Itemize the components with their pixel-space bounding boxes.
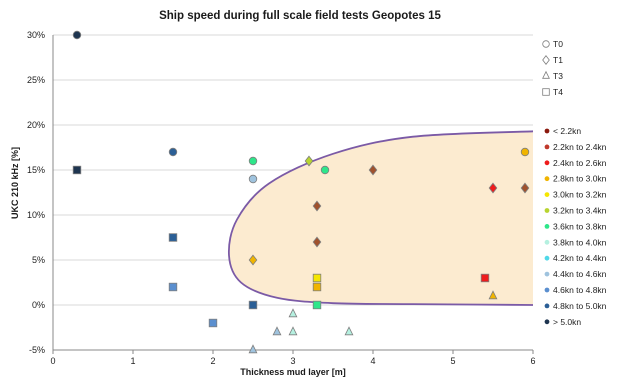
- data-point-circle: [520, 147, 530, 157]
- legend-label: T4: [553, 87, 563, 97]
- data-point-diamond: [304, 155, 314, 167]
- legend-tests: T0 T1 T3 T4: [542, 39, 563, 97]
- y-tick-label: -5%: [29, 345, 45, 355]
- legend-label: 3.8kn to 4.0kn: [553, 237, 607, 247]
- legend-label: 4.4kn to 4.6kn: [553, 269, 607, 279]
- data-point-diamond: [312, 200, 322, 212]
- data-point-square: [312, 300, 322, 310]
- y-tick-label: 30%: [27, 30, 45, 40]
- data-point-triangle: [272, 326, 282, 336]
- data-point-triangle: [288, 326, 298, 336]
- data-point-triangle: [344, 326, 354, 336]
- legend-label: T1: [553, 55, 563, 65]
- legend-swatch: [544, 128, 550, 134]
- y-tick-label: 20%: [27, 120, 45, 130]
- x-tick-label: 2: [210, 356, 215, 366]
- legend-label: > 5.0kn: [553, 317, 581, 327]
- data-point-triangle: [248, 344, 258, 354]
- legend-label: 2.4kn to 2.6kn: [553, 158, 607, 168]
- region-outline: [227, 130, 534, 306]
- x-tick-label: 5: [450, 356, 455, 366]
- x-tick-label: 3: [290, 356, 295, 366]
- data-point-diamond: [368, 164, 378, 176]
- data-point-circle: [168, 147, 178, 157]
- legend-swatch: [544, 160, 550, 166]
- legend-label: 3.6kn to 3.8kn: [553, 221, 607, 231]
- legend-swatch: [544, 271, 550, 277]
- legend-label: 4.6kn to 4.8kn: [553, 285, 607, 295]
- axes: -5% 0% 5% 10% 15% 20% 25% 30% 0 1 2 3 4 5 6: [27, 30, 536, 366]
- legend-label: < 2.2kn: [553, 126, 581, 136]
- data-point-circle: [320, 165, 330, 175]
- data-point-circle: [248, 156, 258, 166]
- chart-title: Ship speed during full scale field tests…: [159, 10, 441, 22]
- legend-label: 2.2kn to 2.4kn: [553, 142, 607, 152]
- data-point-square: [168, 282, 178, 292]
- data-point-diamond: [312, 236, 322, 248]
- data-point-diamond: [248, 254, 258, 266]
- data-point-square: [312, 273, 322, 283]
- legend-swatch: [544, 239, 550, 245]
- legend-marker-circle: [542, 40, 550, 48]
- data-point-circle: [72, 30, 82, 40]
- y-tick-label: 15%: [27, 165, 45, 175]
- legend-swatch: [544, 144, 550, 150]
- data-point-triangle: [288, 308, 298, 318]
- legend-swatch: [544, 208, 550, 213]
- x-tick-label: 6: [530, 356, 535, 366]
- data-point-square: [248, 300, 258, 310]
- data-point-square: [72, 165, 82, 175]
- data-point-circle: [248, 174, 258, 184]
- y-tick-label: 0%: [32, 300, 45, 310]
- data-point-triangle: [488, 290, 498, 300]
- x-axis-title: Thickness mud layer [m]: [240, 367, 346, 377]
- legend-marker-square: [542, 88, 550, 96]
- legend-marker-diamond: [542, 55, 550, 65]
- legend-label: 2.8kn to 3.0kn: [553, 174, 607, 184]
- legend-speeds: < 2.2kn 2.2kn to 2.4kn 2.4kn to 2.6kn 2.8kn…: [544, 126, 607, 327]
- operating-region: [227, 130, 534, 306]
- legend-swatch: [544, 192, 550, 198]
- x-tick-label: 0: [50, 356, 55, 366]
- legend-label: 3.2kn to 3.4kn: [553, 206, 607, 216]
- legend-swatch: [544, 255, 550, 261]
- legend-swatch: [544, 224, 550, 229]
- legend-label: 4.2kn to 4.4kn: [553, 253, 607, 263]
- data-point-square: [480, 273, 490, 283]
- legend-label: T3: [553, 71, 563, 81]
- legend-label: 3.0kn to 3.2kn: [553, 190, 607, 200]
- data-point-square: [168, 233, 178, 242]
- legend-label: 4.8kn to 5.0kn: [553, 301, 607, 311]
- data-point-diamond: [488, 182, 498, 194]
- data-point-diamond: [520, 182, 530, 194]
- data-point-square: [208, 318, 218, 328]
- y-tick-label: 10%: [27, 210, 45, 220]
- legend-swatch: [544, 287, 550, 293]
- y-tick-label: 25%: [27, 75, 45, 85]
- legend-marker-triangle: [542, 70, 550, 79]
- y-tick-label: 5%: [32, 255, 45, 265]
- x-tick-label: 4: [370, 356, 375, 366]
- legend-label: T0: [553, 39, 563, 49]
- y-axis-title: UKC 210 kHz [%]: [10, 147, 20, 219]
- legend-swatch: [544, 319, 550, 325]
- region-fill: [228, 131, 533, 305]
- legend-swatch: [544, 176, 550, 182]
- legend-swatch: [544, 303, 550, 309]
- data-points: [72, 30, 530, 354]
- data-point-square: [312, 282, 322, 292]
- x-tick-label: 1: [130, 356, 135, 366]
